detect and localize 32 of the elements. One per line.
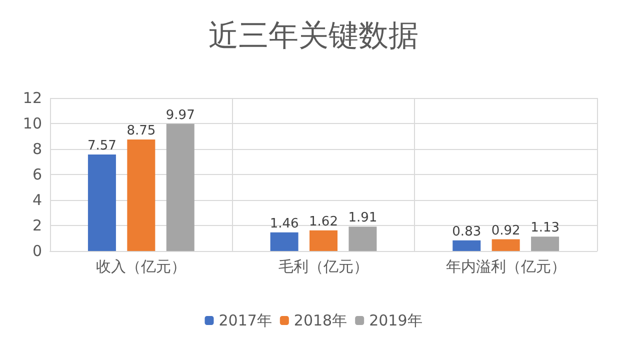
legend-label: 2017年	[218, 312, 272, 330]
y-tick-label: 4	[32, 191, 42, 209]
bar	[127, 139, 156, 251]
data-label: 8.75	[126, 123, 156, 138]
bar	[492, 239, 520, 251]
y-tick-label: 10	[22, 114, 42, 132]
x-tick-label: 年内溢利（亿元）	[446, 258, 566, 276]
data-label: 1.46	[270, 216, 299, 232]
data-label: 9.97	[166, 108, 195, 123]
bar	[531, 236, 560, 251]
y-tick-label: 8	[32, 140, 42, 158]
legend-label: 2018年	[294, 312, 348, 330]
bar	[452, 240, 481, 251]
data-label: 1.62	[309, 214, 338, 230]
bar	[310, 230, 338, 251]
data-label: 0.92	[491, 223, 520, 238]
y-tick-label: 6	[32, 166, 42, 184]
legend-label: 2019年	[369, 312, 422, 330]
data-label: 1.13	[530, 220, 560, 236]
y-tick-label: 12	[22, 89, 42, 107]
chart-title: 近三年关键数据	[208, 18, 418, 54]
bar	[166, 124, 194, 251]
bar	[348, 226, 377, 251]
bar	[88, 154, 116, 251]
x-tick-label: 收入（亿元）	[96, 258, 186, 276]
data-label: 7.57	[87, 138, 116, 154]
bar	[270, 232, 298, 251]
x-tick-label: 毛利（亿元）	[278, 258, 368, 276]
y-tick-label: 2	[32, 216, 42, 234]
data-label: 1.91	[348, 210, 378, 226]
y-tick-label: 0	[32, 242, 42, 260]
data-label: 0.83	[452, 224, 482, 240]
